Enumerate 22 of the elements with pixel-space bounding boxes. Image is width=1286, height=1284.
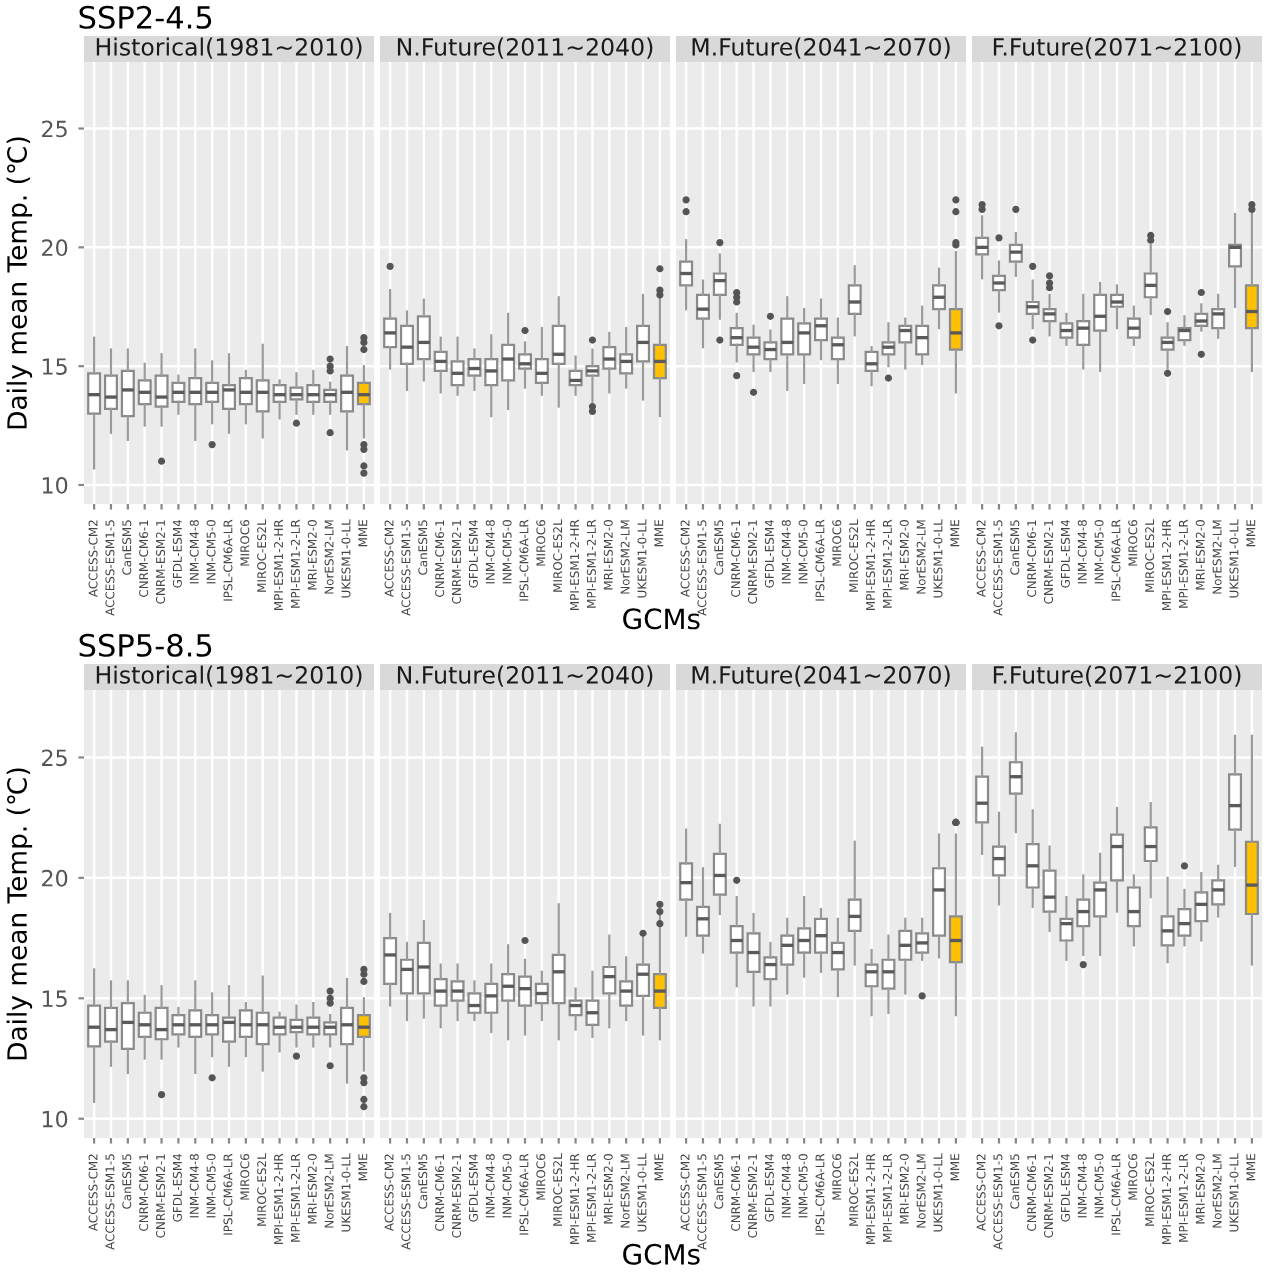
chart-title: N.Future(2011~2040) <box>397 665 653 687</box>
y-tick-label: 25 <box>42 120 67 138</box>
y-axis-title: Daily mean Temp. (℃) <box>6 137 33 429</box>
x-axis-title: GCMs <box>623 1243 700 1265</box>
chart-title: N.Future(2011~2040) <box>397 37 653 59</box>
chart-title: Historical(1981~2010) <box>96 665 362 687</box>
chart-title: M.Future(2041~2070) <box>692 37 950 59</box>
y-tick-label: 20 <box>42 869 68 887</box>
chart-title: M.Future(2041~2070) <box>692 665 950 687</box>
chart-subtitle: SSP2-4.5 <box>79 5 212 29</box>
y-tick-label: 10 <box>42 1110 68 1128</box>
chart-title: Historical(1981~2010) <box>96 37 362 59</box>
y-tick-label: 10 <box>42 476 68 494</box>
y-axis-title: Daily mean Temp. (℃) <box>6 768 33 1060</box>
chart-title: F.Future(2071~2100) <box>993 665 1241 687</box>
chart-title: F.Future(2071~2100) <box>993 37 1241 59</box>
y-tick-label: 15 <box>42 990 67 1008</box>
y-tick-label: 25 <box>42 749 67 767</box>
y-tick-label: 15 <box>42 358 67 375</box>
y-tick-label: 20 <box>42 239 68 257</box>
chart-subtitle: SSP5-8.5 <box>79 633 212 657</box>
x-axis-title: GCMs <box>623 608 700 630</box>
